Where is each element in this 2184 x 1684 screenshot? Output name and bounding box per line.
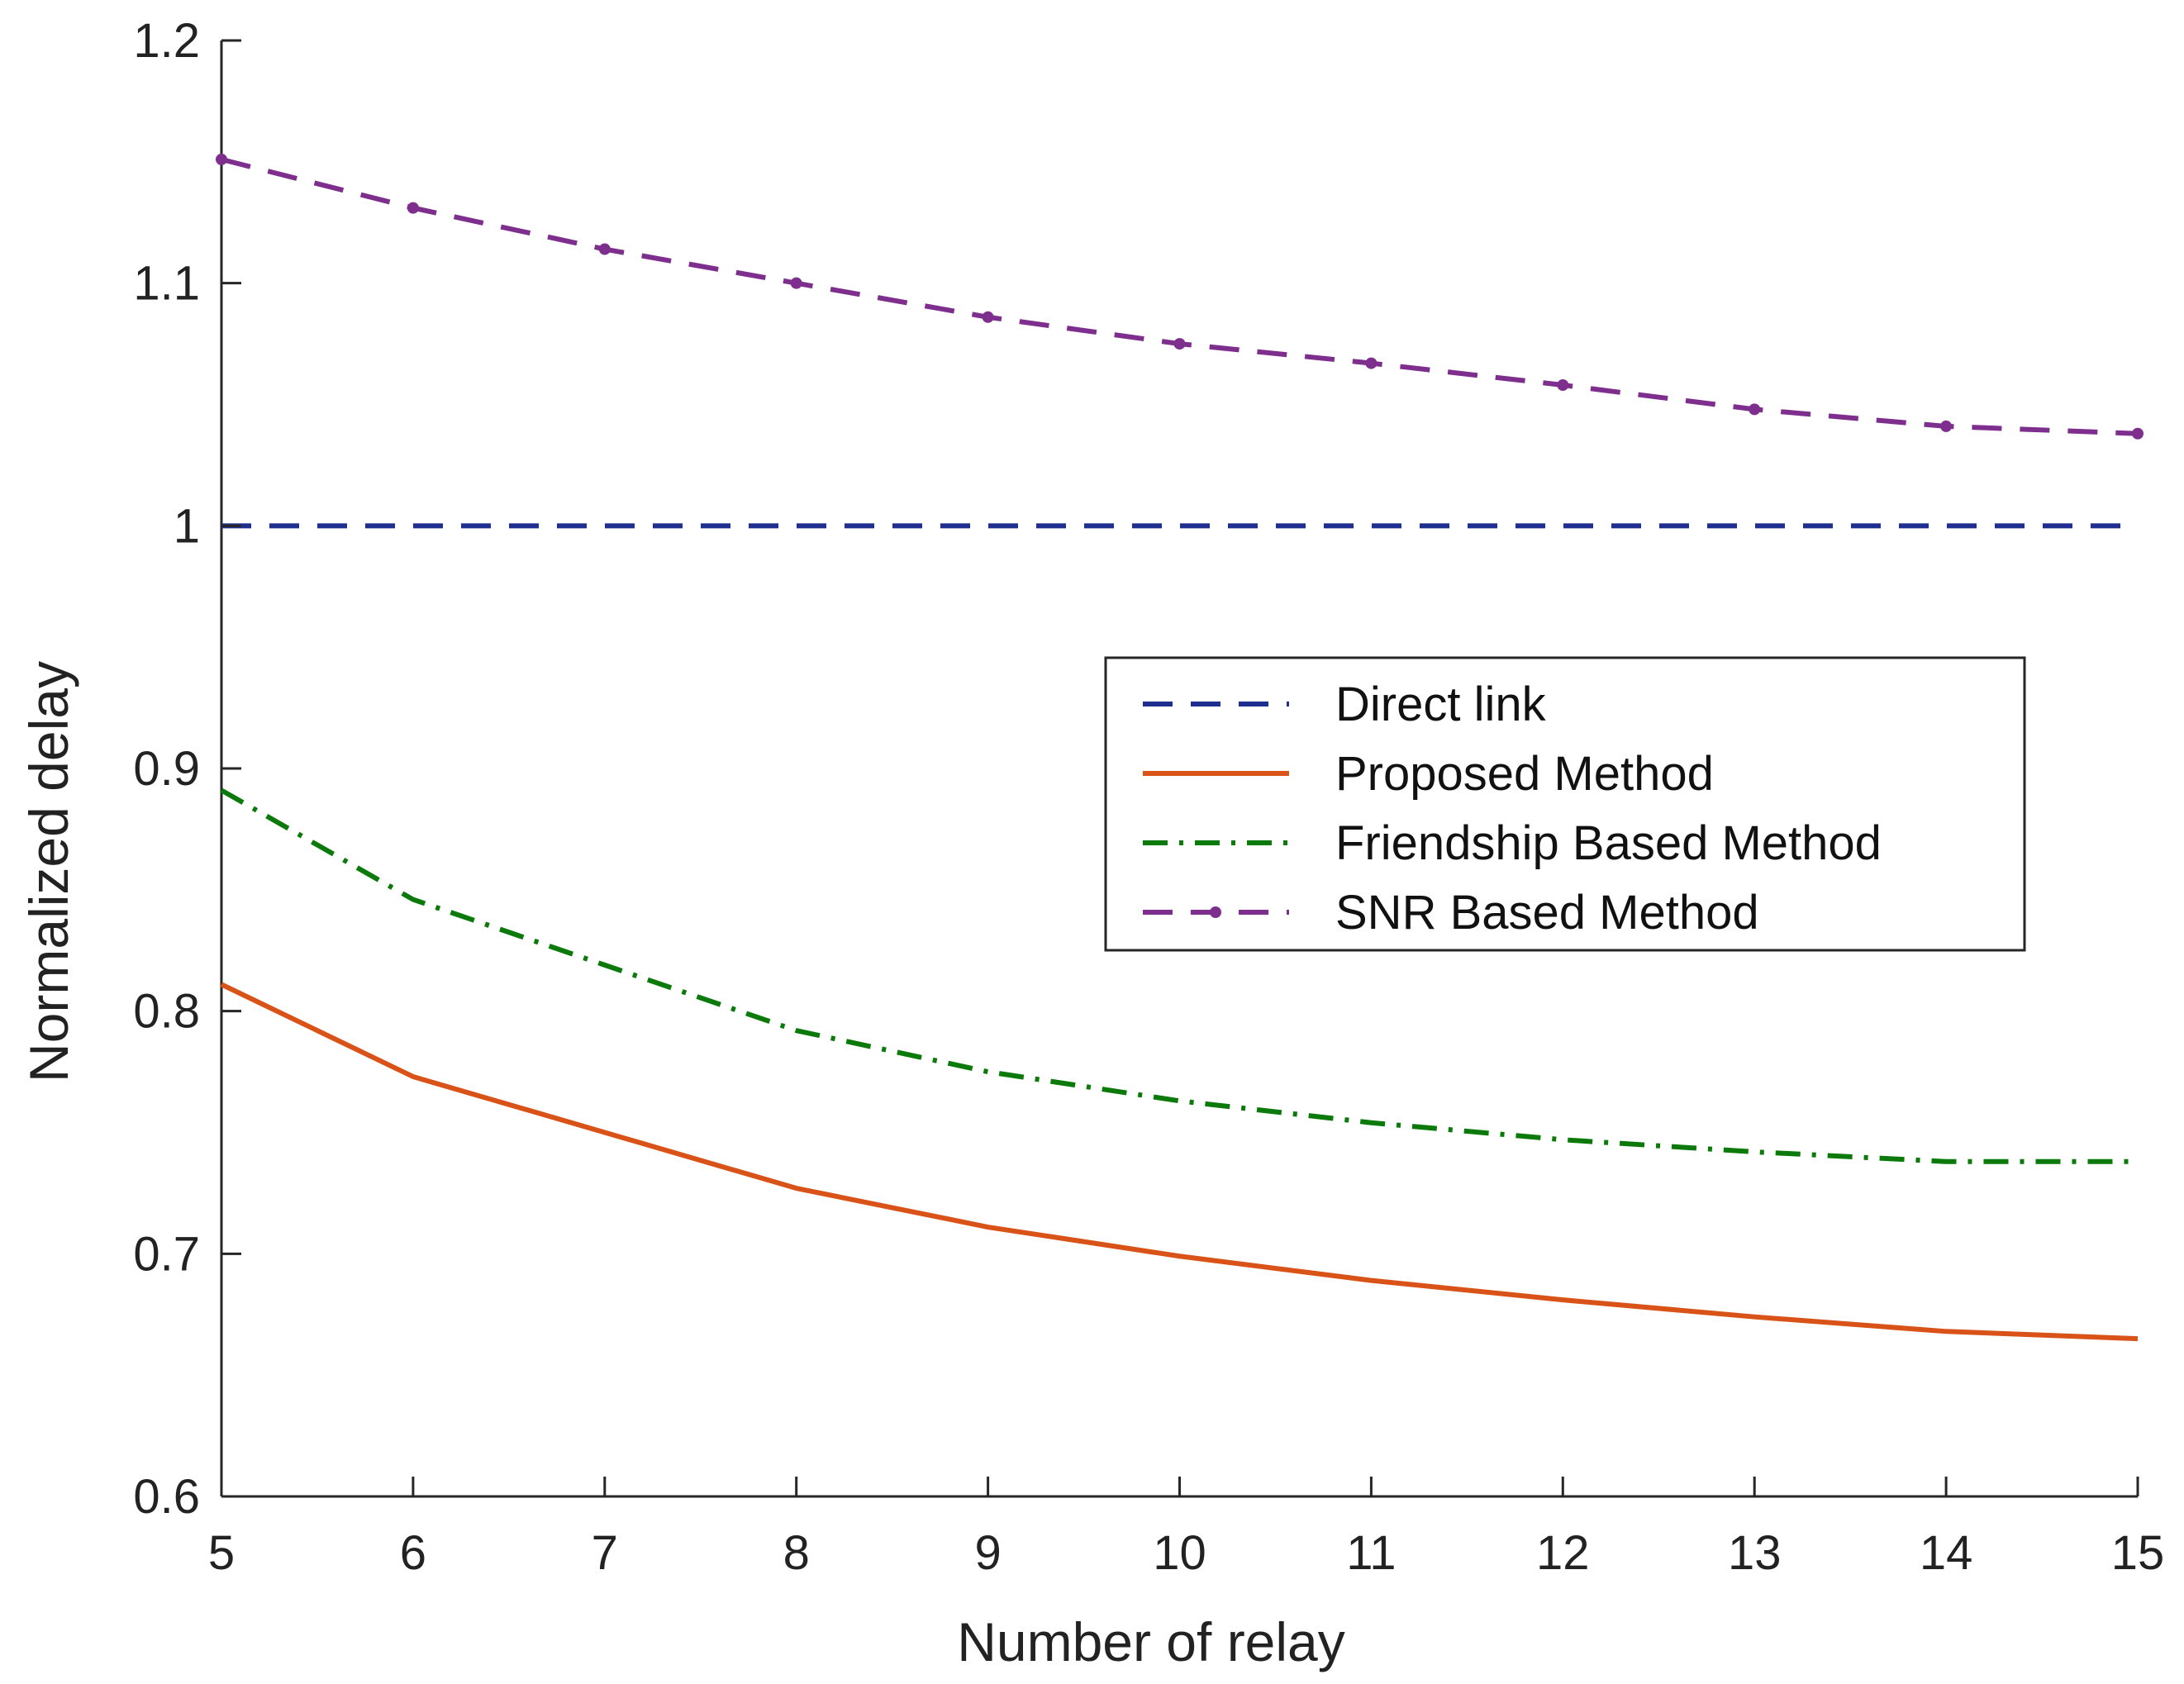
- legend-label: Friendship Based Method: [1335, 816, 1882, 870]
- x-tick-label: 11: [1346, 1526, 1396, 1580]
- x-tick-label: 8: [783, 1526, 810, 1580]
- y-axis-label: Normalized delay: [18, 661, 79, 1082]
- legend-marker: [1210, 906, 1221, 918]
- legend-label: SNR Based Method: [1335, 886, 1759, 940]
- data-point: [1173, 338, 1186, 350]
- legend-label: Direct link: [1335, 678, 1547, 731]
- y-ticks: 0.6 0.7 0.8 0.9 1 1.1 1.2: [133, 14, 241, 1524]
- data-point: [598, 243, 611, 255]
- legend: Direct link Proposed Method Friendship Bas…: [1104, 656, 2026, 952]
- data-point: [982, 311, 994, 323]
- data-point: [1557, 379, 1569, 392]
- data-point: [1749, 403, 1761, 416]
- data-point: [216, 153, 227, 165]
- y-tick-label: 1: [174, 499, 200, 553]
- y-tick-label: 0.9: [133, 742, 200, 796]
- y-tick-label: 0.8: [133, 985, 200, 1039]
- x-tick-label: 6: [400, 1526, 426, 1580]
- data-point: [1940, 420, 1953, 432]
- y-tick-label: 1.2: [133, 14, 200, 68]
- x-axis-label: Number of relay: [957, 1611, 1345, 1672]
- data-point: [1365, 357, 1377, 369]
- legend-label: Proposed Method: [1335, 747, 1714, 801]
- x-tick-label: 13: [1728, 1526, 1782, 1580]
- y-tick-label: 0.6: [133, 1470, 200, 1524]
- x-tick-label: 12: [1536, 1526, 1590, 1580]
- x-tick-label: 9: [974, 1526, 1001, 1580]
- y-tick-label: 0.7: [133, 1227, 200, 1281]
- x-ticks: 5 6 7 8 9 10 11 12 13 14 15: [208, 1477, 2164, 1580]
- data-point: [407, 202, 419, 214]
- x-tick-label: 14: [1920, 1526, 1973, 1580]
- data-point: [790, 277, 802, 289]
- x-tick-label: 15: [2111, 1526, 2165, 1580]
- x-tick-label: 10: [1153, 1526, 1206, 1580]
- y-tick-label: 1.1: [133, 257, 200, 311]
- data-point: [2132, 427, 2144, 440]
- plot-lines: [216, 153, 2144, 1342]
- x-tick-label: 7: [592, 1526, 618, 1580]
- series-line: [220, 982, 2139, 1342]
- series-line: [221, 156, 2139, 436]
- x-tick-label: 5: [208, 1526, 235, 1580]
